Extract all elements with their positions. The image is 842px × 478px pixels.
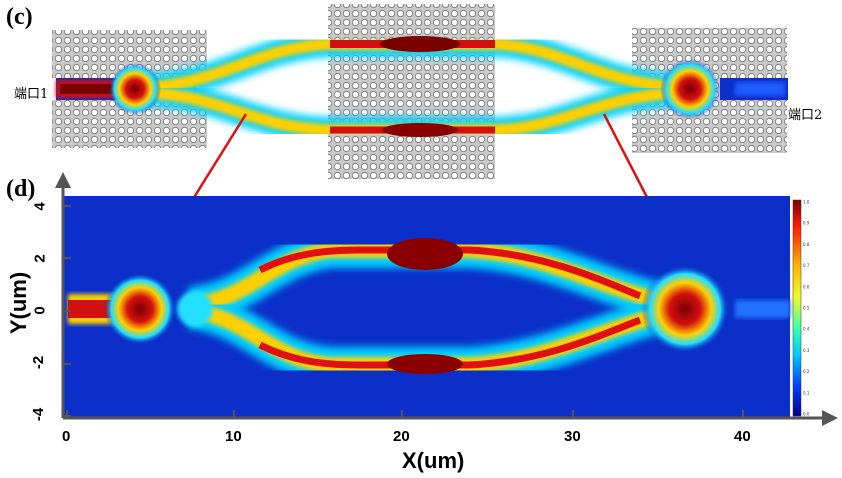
field-map [63,196,790,418]
colorbar-tick-label: 0.9 [803,221,810,226]
y-tick-0: 0 [31,306,49,315]
map-combiner-field [641,265,729,353]
device-structure [52,4,788,179]
panel-label-c: (c) [6,4,33,30]
axes [55,172,838,426]
y-tick-4: 4 [31,202,49,211]
y-tick-2: 2 [31,254,49,263]
x-tick-40: 40 [734,428,751,445]
colorbar-ticks: 1.0 0.9 0.8 0.7 0.6 0.5 0.4 0.3 0.2 0.1 0.0 [803,200,810,417]
x-tick-30: 30 [564,428,581,445]
colorbar-tick-label: 0.2 [803,369,810,374]
colorbar-tick-label: 1.0 [803,200,810,205]
colorbar-tick-label: 0.3 [803,348,810,353]
map-lower-hotspot [387,354,463,374]
output-combiner-field [660,59,720,119]
x-tick-10: 10 [225,428,242,445]
map-upper-core [258,246,642,300]
y-tick-minus4: -4 [30,407,48,422]
map-upper-hotspot [387,238,463,270]
colorbar-tick-label: 0.4 [803,327,810,332]
input-field-core [60,84,130,94]
colorbar [792,199,802,417]
colorbar-tick-label: 0.7 [803,263,810,268]
middle-crystal [328,4,495,179]
map-output-field [735,300,790,318]
output-field [735,82,785,96]
colorbar-tick-label: 0.0 [803,412,810,417]
colorbar-tick-label: 0.8 [803,242,810,247]
map-splitter-tail [177,291,213,327]
x-tick-20: 20 [393,428,410,445]
colorbar-tick-label: 0.6 [803,284,810,289]
x-axis-title: X(um) [402,448,465,473]
map-splitter-field [104,273,176,345]
colorbar-tick-label: 0.5 [803,306,810,311]
panel-label-d: (d) [6,176,36,202]
colorbar-tick-label: 0.1 [803,390,810,395]
y-axis-title: Y(um) [6,271,32,335]
port-2-label: 端口2 [788,108,823,123]
port-1-label: 端口1 [14,87,49,102]
input-splitter-field [109,63,161,115]
map-lower-core [258,316,642,369]
upper-hotspot [380,36,460,52]
y-axis-arrow [55,172,71,188]
x-tick-0: 0 [62,428,71,445]
x-axis-arrow [822,410,838,426]
y-tick-minus2: -2 [30,355,48,370]
lower-hotspot [382,123,458,137]
